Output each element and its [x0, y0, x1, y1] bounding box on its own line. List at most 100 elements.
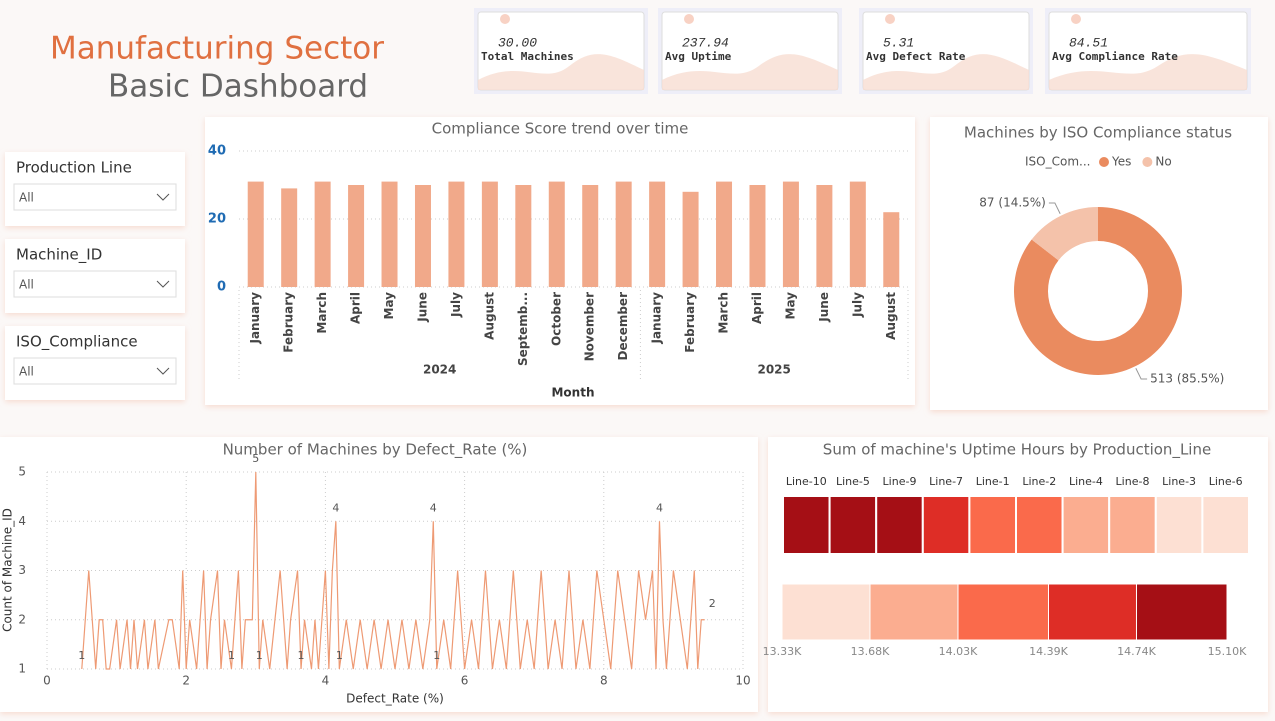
- panel: [768, 437, 1268, 712]
- color-scale-bin: [781, 583, 871, 641]
- heat-cell: [1108, 495, 1157, 555]
- color-scale-label: 13.68K: [851, 645, 890, 658]
- kpi-icon: [885, 14, 895, 24]
- filter-value[interactable]: All: [19, 278, 34, 292]
- bar: [281, 188, 298, 287]
- category-label: Line-7: [929, 475, 963, 488]
- bar: [414, 185, 431, 287]
- dropdown-arrow[interactable]: [156, 367, 170, 375]
- color-scale-bin: [869, 583, 959, 641]
- filter-value[interactable]: All: [19, 191, 34, 205]
- data-label: 1: [298, 649, 305, 662]
- x-tick-label: April: [349, 292, 363, 324]
- dashboard-title: Manufacturing Sector: [50, 31, 384, 67]
- kpi-icon: [684, 14, 694, 24]
- x-tick-label: July: [449, 292, 463, 318]
- heat-cell: [921, 495, 971, 555]
- category-label: Line-8: [1116, 475, 1150, 488]
- category-label: Line-3: [1162, 475, 1196, 488]
- kpi-label: Avg Compliance Rate: [1052, 50, 1178, 63]
- data-label: 1: [433, 649, 440, 662]
- color-scale-label: 15.10K: [1208, 645, 1247, 658]
- heat-cell: [875, 495, 924, 555]
- data-label: 1: [256, 649, 263, 662]
- x-tick-label: August: [482, 292, 496, 340]
- dashboard-subtitle: Basic Dashboard: [108, 69, 368, 105]
- y-tick-label: 5: [18, 465, 26, 479]
- data-label: 1: [228, 649, 235, 662]
- legend-label: No: [1155, 155, 1171, 169]
- kpi-sparkline: [1049, 54, 1247, 90]
- data-label: 1: [336, 649, 343, 662]
- y-tick-label: 1: [18, 662, 26, 676]
- x-tick-label: January: [650, 292, 664, 345]
- x-group-label: 2025: [757, 363, 790, 377]
- x-tick-label: 0: [43, 674, 51, 688]
- kpi-value: 5.31: [883, 35, 914, 50]
- category-label: Line-6: [1209, 475, 1243, 488]
- data-label: 87 (14.5%): [979, 195, 1046, 209]
- y-tick-label: 20: [208, 212, 226, 227]
- kpi-value: 30.00: [498, 35, 537, 50]
- legend-title: ISO_Com...: [1025, 155, 1090, 169]
- kpi-value: 237.94: [682, 35, 729, 50]
- bar: [682, 191, 699, 287]
- filter-label: ISO_Compliance: [16, 333, 138, 352]
- color-scale-label: 14.03K: [939, 645, 978, 658]
- heat-cell: [1154, 495, 1204, 555]
- category-label: Line-9: [883, 475, 917, 488]
- kpi-sparkline: [863, 54, 1029, 90]
- bar: [782, 181, 799, 287]
- color-scale-bin: [957, 583, 1049, 641]
- bar: [849, 181, 866, 287]
- filter-dropdown[interactable]: [13, 357, 177, 385]
- dropdown-arrow[interactable]: [156, 280, 170, 288]
- pie-slice: [1031, 207, 1098, 261]
- data-label: 513 (85.5%): [1150, 372, 1224, 386]
- kpi-value: 84.51: [1069, 35, 1108, 50]
- bar: [348, 185, 365, 287]
- filter-dropdown[interactable]: [13, 183, 177, 211]
- heat-cell: [968, 495, 1018, 555]
- color-scale-label: 14.39K: [1029, 645, 1068, 658]
- filter-dropdown[interactable]: [13, 270, 177, 298]
- x-group-label: 2024: [423, 363, 456, 377]
- y-tick-label: 0: [217, 280, 226, 295]
- chart-title: Machines by ISO Compliance status: [964, 124, 1232, 142]
- x-tick-label: July: [850, 292, 864, 318]
- x-tick-label: 2: [182, 674, 190, 688]
- bar: [816, 185, 833, 287]
- kpi-label: Avg Uptime: [665, 50, 732, 63]
- color-scale-label: 14.74K: [1117, 645, 1156, 658]
- data-label: 1: [78, 649, 85, 662]
- dropdown-arrow[interactable]: [156, 193, 170, 201]
- x-tick-label: 6: [461, 674, 469, 688]
- heat-cell: [1061, 495, 1111, 555]
- x-tick-label: 10: [735, 674, 750, 688]
- chart-title: Number of Machines by Defect_Rate (%): [223, 441, 528, 460]
- bar: [716, 181, 733, 287]
- kpi-sparkline: [478, 54, 644, 90]
- heat-cell: [1015, 495, 1064, 555]
- x-tick-label: February: [282, 292, 296, 353]
- color-scale-bin: [1135, 583, 1228, 641]
- heat-cell: [828, 495, 878, 555]
- bar: [548, 181, 565, 287]
- x-tick-label: June: [817, 292, 831, 323]
- x-tick-label: June: [415, 292, 429, 323]
- pie-slice: [1013, 207, 1183, 375]
- x-tick-label: January: [248, 292, 262, 345]
- category-label: Line-2: [1022, 475, 1056, 488]
- leader-line: [1135, 368, 1148, 380]
- x-tick-label: May: [783, 292, 797, 320]
- bar: [314, 181, 331, 287]
- heat-cell: [1201, 495, 1251, 555]
- panel: [0, 437, 758, 712]
- x-tick-label: March: [717, 292, 731, 334]
- bar: [615, 181, 632, 287]
- filter-value[interactable]: All: [19, 365, 34, 379]
- x-tick-label: April: [750, 292, 764, 324]
- x-tick-label: 8: [600, 674, 608, 688]
- bar: [582, 185, 599, 287]
